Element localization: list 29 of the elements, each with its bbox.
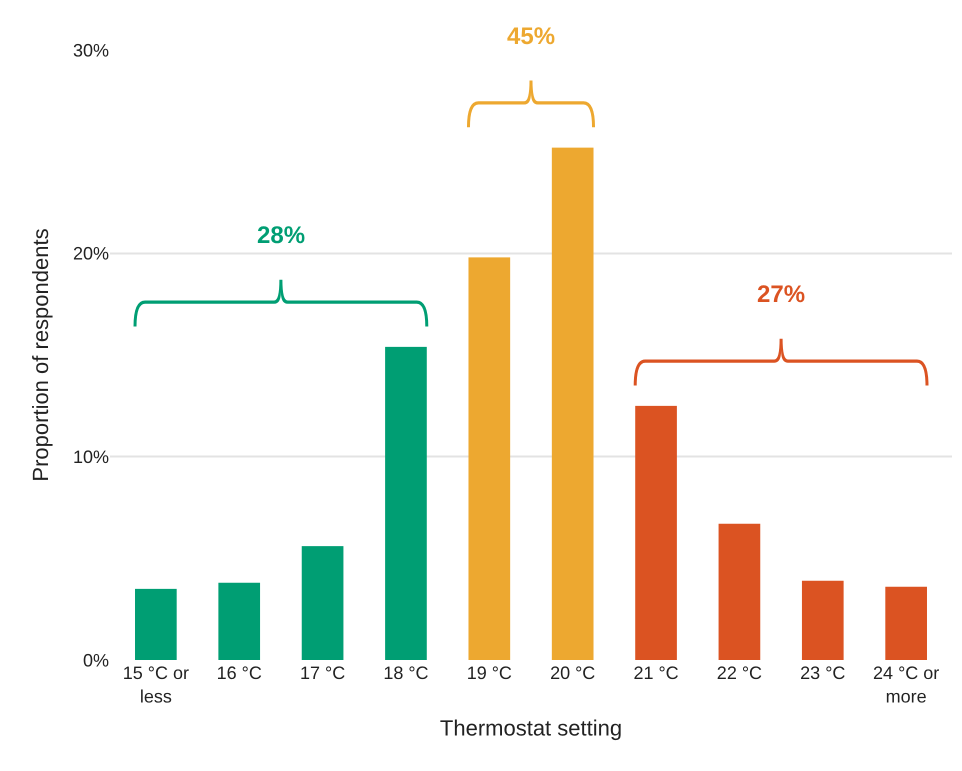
x-tick-label: 22 °C [716,663,762,683]
y-tick-label: 0% [82,650,109,670]
bar [135,588,177,660]
x-axis-title: Thermostat setting [440,715,622,740]
bar [468,257,510,660]
x-tick-label: 16 °C [216,663,262,683]
bar [385,346,427,660]
annotation: 27% [757,281,806,308]
x-tick-label: 23 °C [800,663,846,683]
x-tick-label: 24 °C or more [873,663,940,706]
y-tick-label: 20% [72,244,109,264]
bar [885,586,927,660]
x-tick-label: 17 °C [300,663,346,683]
x-tick-label: 15 °C or less [122,663,189,706]
bar [718,524,760,660]
text: 45% [507,23,556,50]
bar [218,582,260,660]
bar [802,580,844,660]
x-tick-label: 18 °C [383,663,429,683]
bar [302,546,344,660]
x-tick-label: 21 °C [633,663,679,683]
x-tick-label: 19 °C [466,663,512,683]
bar [552,148,594,660]
x-tick-label: 20 °C [550,663,596,683]
bar [635,406,677,660]
annotation: 28% [257,222,306,249]
y-axis-title: Proportion of respondents [28,228,53,482]
y-tick-label: 30% [72,40,109,60]
y-tick-label: 10% [72,446,109,467]
